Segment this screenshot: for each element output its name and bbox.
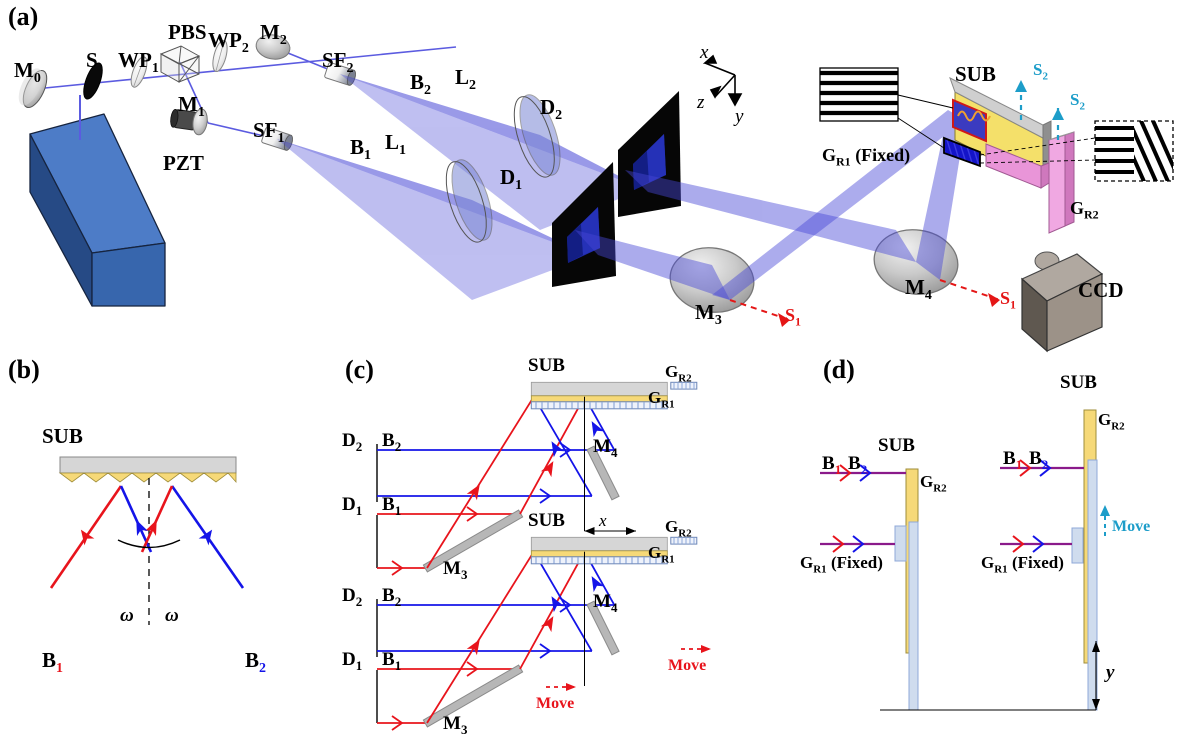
svg-text:x: x — [598, 511, 607, 530]
svg-text:y: y — [733, 106, 744, 127]
svg-text:z: z — [696, 92, 705, 113]
svg-text:x: x — [699, 42, 709, 63]
